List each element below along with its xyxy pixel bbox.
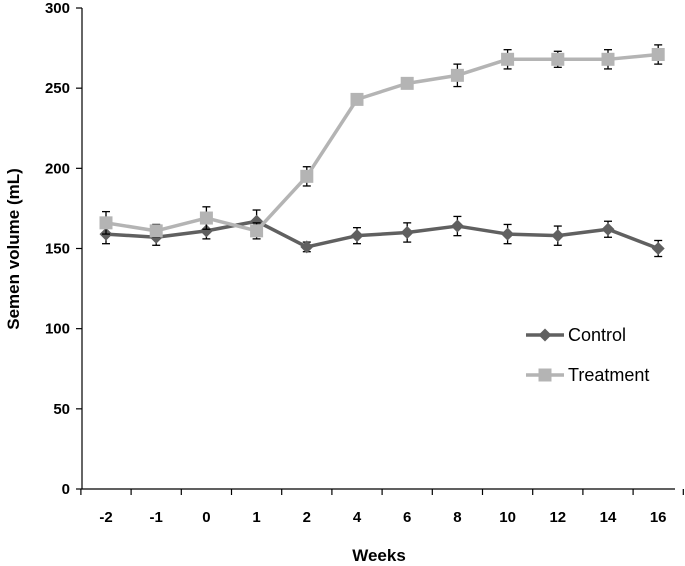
- data-point: [450, 219, 464, 233]
- data-point: [300, 240, 314, 254]
- x-tick-label: 2: [303, 509, 311, 526]
- data-point: [99, 216, 113, 230]
- data-point: [350, 229, 364, 243]
- data-point: [400, 225, 414, 239]
- y-tick-label: 0: [62, 481, 70, 498]
- data-point: [551, 229, 565, 243]
- x-tick-label: 1: [252, 509, 260, 526]
- data-point: [149, 224, 163, 238]
- series-treatment: [99, 44, 665, 240]
- data-point: [250, 224, 264, 238]
- x-tick-label: -2: [99, 509, 112, 526]
- data-point: [601, 222, 615, 236]
- x-tick-label: 6: [403, 509, 411, 526]
- data-point: [501, 227, 515, 241]
- x-tick-label: 4: [353, 509, 362, 526]
- y-tick-label: 50: [53, 401, 70, 418]
- data-point: [501, 52, 515, 66]
- x-tick-label: -1: [150, 509, 163, 526]
- y-tick-label: 200: [45, 160, 70, 177]
- data-point: [350, 92, 364, 106]
- y-tick-label: 150: [45, 241, 70, 258]
- x-tick-label: 14: [600, 509, 617, 526]
- x-tick-label: 0: [202, 509, 210, 526]
- legend-marker: [538, 368, 552, 382]
- series-line: [105, 52, 659, 233]
- data-point: [300, 169, 314, 183]
- data-point: [651, 242, 665, 255]
- data-point: [400, 76, 414, 90]
- data-point: [551, 52, 565, 66]
- legend-label: Treatment: [568, 365, 649, 385]
- series-control: [99, 209, 665, 258]
- data-point: [199, 211, 213, 225]
- legend-label: Control: [568, 325, 626, 345]
- x-axis-title: Weeks: [352, 546, 406, 565]
- data-point: [651, 47, 665, 61]
- legend-item-control: Control: [526, 325, 626, 345]
- x-tick-label: 10: [499, 509, 516, 526]
- data-point: [601, 52, 615, 66]
- y-tick-label: 250: [45, 80, 70, 97]
- x-tick-label: 16: [650, 509, 667, 526]
- x-tick-label: 12: [549, 509, 566, 526]
- data-point: [450, 68, 464, 82]
- y-tick-label: 100: [45, 321, 70, 338]
- series-line: [105, 219, 659, 251]
- x-tick-label: 8: [453, 509, 461, 526]
- legend-item-treatment: Treatment: [526, 365, 649, 385]
- data-point: [199, 224, 213, 238]
- y-tick-label: 300: [45, 0, 70, 17]
- legend-marker: [538, 328, 552, 342]
- y-axis-title: Semen volume (mL): [4, 168, 23, 330]
